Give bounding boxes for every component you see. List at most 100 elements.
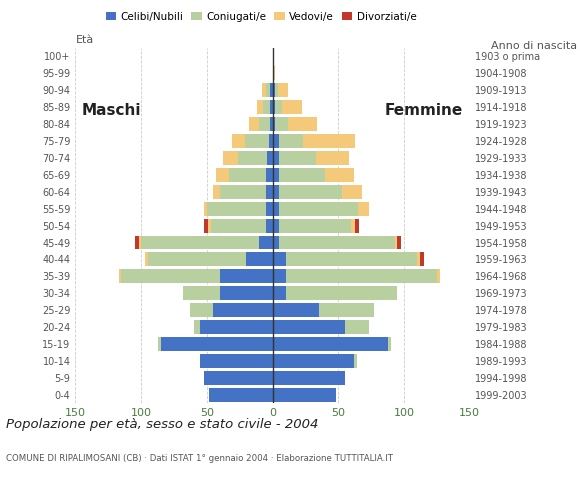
- Bar: [395, 236, 397, 250]
- Bar: [358, 202, 368, 216]
- Bar: [267, 151, 273, 165]
- Bar: [270, 84, 273, 97]
- Bar: [141, 236, 259, 250]
- Text: COMUNE DI RIPALIMOSANI (CB) · Dati ISTAT 1° gennaio 2004 · Elaborazione TUTTITAL: COMUNE DI RIPALIMOSANI (CB) · Dati ISTAT…: [6, 454, 393, 463]
- Bar: [279, 185, 342, 199]
- Bar: [121, 269, 220, 283]
- Bar: [417, 252, 420, 266]
- Bar: [208, 219, 211, 232]
- Bar: [139, 236, 141, 250]
- Bar: [263, 100, 270, 114]
- Bar: [246, 252, 273, 266]
- Bar: [270, 117, 273, 131]
- Bar: [220, 287, 273, 300]
- Bar: [273, 320, 345, 334]
- Bar: [204, 219, 208, 232]
- Bar: [354, 354, 357, 368]
- Bar: [249, 117, 259, 131]
- Bar: [204, 202, 207, 216]
- Bar: [273, 84, 275, 97]
- Bar: [266, 185, 273, 199]
- Bar: [273, 303, 318, 317]
- Bar: [213, 185, 220, 199]
- Bar: [278, 84, 288, 97]
- Bar: [183, 287, 220, 300]
- Bar: [200, 354, 273, 368]
- Bar: [223, 151, 238, 165]
- Bar: [190, 303, 213, 317]
- Legend: Celibi/Nubili, Coniugati/e, Vedovi/e, Divorziati/e: Celibi/Nubili, Coniugati/e, Vedovi/e, Di…: [102, 8, 420, 26]
- Text: Età: Età: [75, 35, 93, 45]
- Bar: [286, 269, 437, 283]
- Bar: [345, 320, 368, 334]
- Bar: [211, 219, 266, 232]
- Bar: [209, 388, 273, 402]
- Bar: [356, 219, 360, 232]
- Bar: [229, 168, 266, 182]
- Bar: [259, 236, 273, 250]
- Bar: [420, 252, 424, 266]
- Bar: [288, 117, 317, 131]
- Text: Anno di nascita: Anno di nascita: [491, 41, 577, 51]
- Bar: [266, 84, 270, 97]
- Bar: [282, 100, 302, 114]
- Bar: [266, 202, 273, 216]
- Text: Popolazione per età, sesso e stato civile - 2004: Popolazione per età, sesso e stato civil…: [6, 418, 318, 431]
- Bar: [273, 202, 279, 216]
- Bar: [273, 287, 286, 300]
- Bar: [279, 134, 303, 148]
- Bar: [269, 134, 273, 148]
- Bar: [161, 337, 273, 351]
- Bar: [351, 219, 356, 232]
- Bar: [220, 185, 266, 199]
- Bar: [273, 236, 279, 250]
- Bar: [303, 134, 356, 148]
- Bar: [273, 269, 286, 283]
- Bar: [158, 337, 161, 351]
- Bar: [273, 252, 286, 266]
- Bar: [279, 151, 316, 165]
- Bar: [266, 168, 273, 182]
- Text: Maschi: Maschi: [82, 103, 142, 118]
- Bar: [262, 84, 266, 97]
- Bar: [279, 202, 358, 216]
- Bar: [135, 236, 139, 250]
- Bar: [207, 202, 266, 216]
- Bar: [216, 168, 229, 182]
- Bar: [276, 100, 282, 114]
- Bar: [273, 354, 354, 368]
- Bar: [273, 66, 275, 80]
- Bar: [232, 134, 245, 148]
- Bar: [342, 185, 362, 199]
- Bar: [397, 236, 401, 250]
- Bar: [279, 168, 325, 182]
- Bar: [273, 388, 336, 402]
- Bar: [279, 236, 395, 250]
- Bar: [259, 117, 270, 131]
- Bar: [273, 185, 279, 199]
- Bar: [273, 168, 279, 182]
- Text: Femmine: Femmine: [385, 103, 463, 118]
- Bar: [276, 117, 288, 131]
- Bar: [279, 219, 351, 232]
- Bar: [257, 100, 263, 114]
- Bar: [286, 287, 397, 300]
- Bar: [273, 151, 279, 165]
- Bar: [119, 269, 121, 283]
- Bar: [273, 100, 275, 114]
- Bar: [220, 269, 273, 283]
- Bar: [325, 168, 354, 182]
- Bar: [437, 269, 440, 283]
- Bar: [316, 151, 349, 165]
- Bar: [273, 219, 279, 232]
- Bar: [273, 337, 388, 351]
- Bar: [204, 371, 273, 385]
- Bar: [286, 252, 417, 266]
- Bar: [238, 151, 267, 165]
- Bar: [273, 371, 345, 385]
- Bar: [273, 134, 279, 148]
- Bar: [388, 337, 391, 351]
- Bar: [318, 303, 374, 317]
- Bar: [266, 219, 273, 232]
- Bar: [276, 84, 278, 97]
